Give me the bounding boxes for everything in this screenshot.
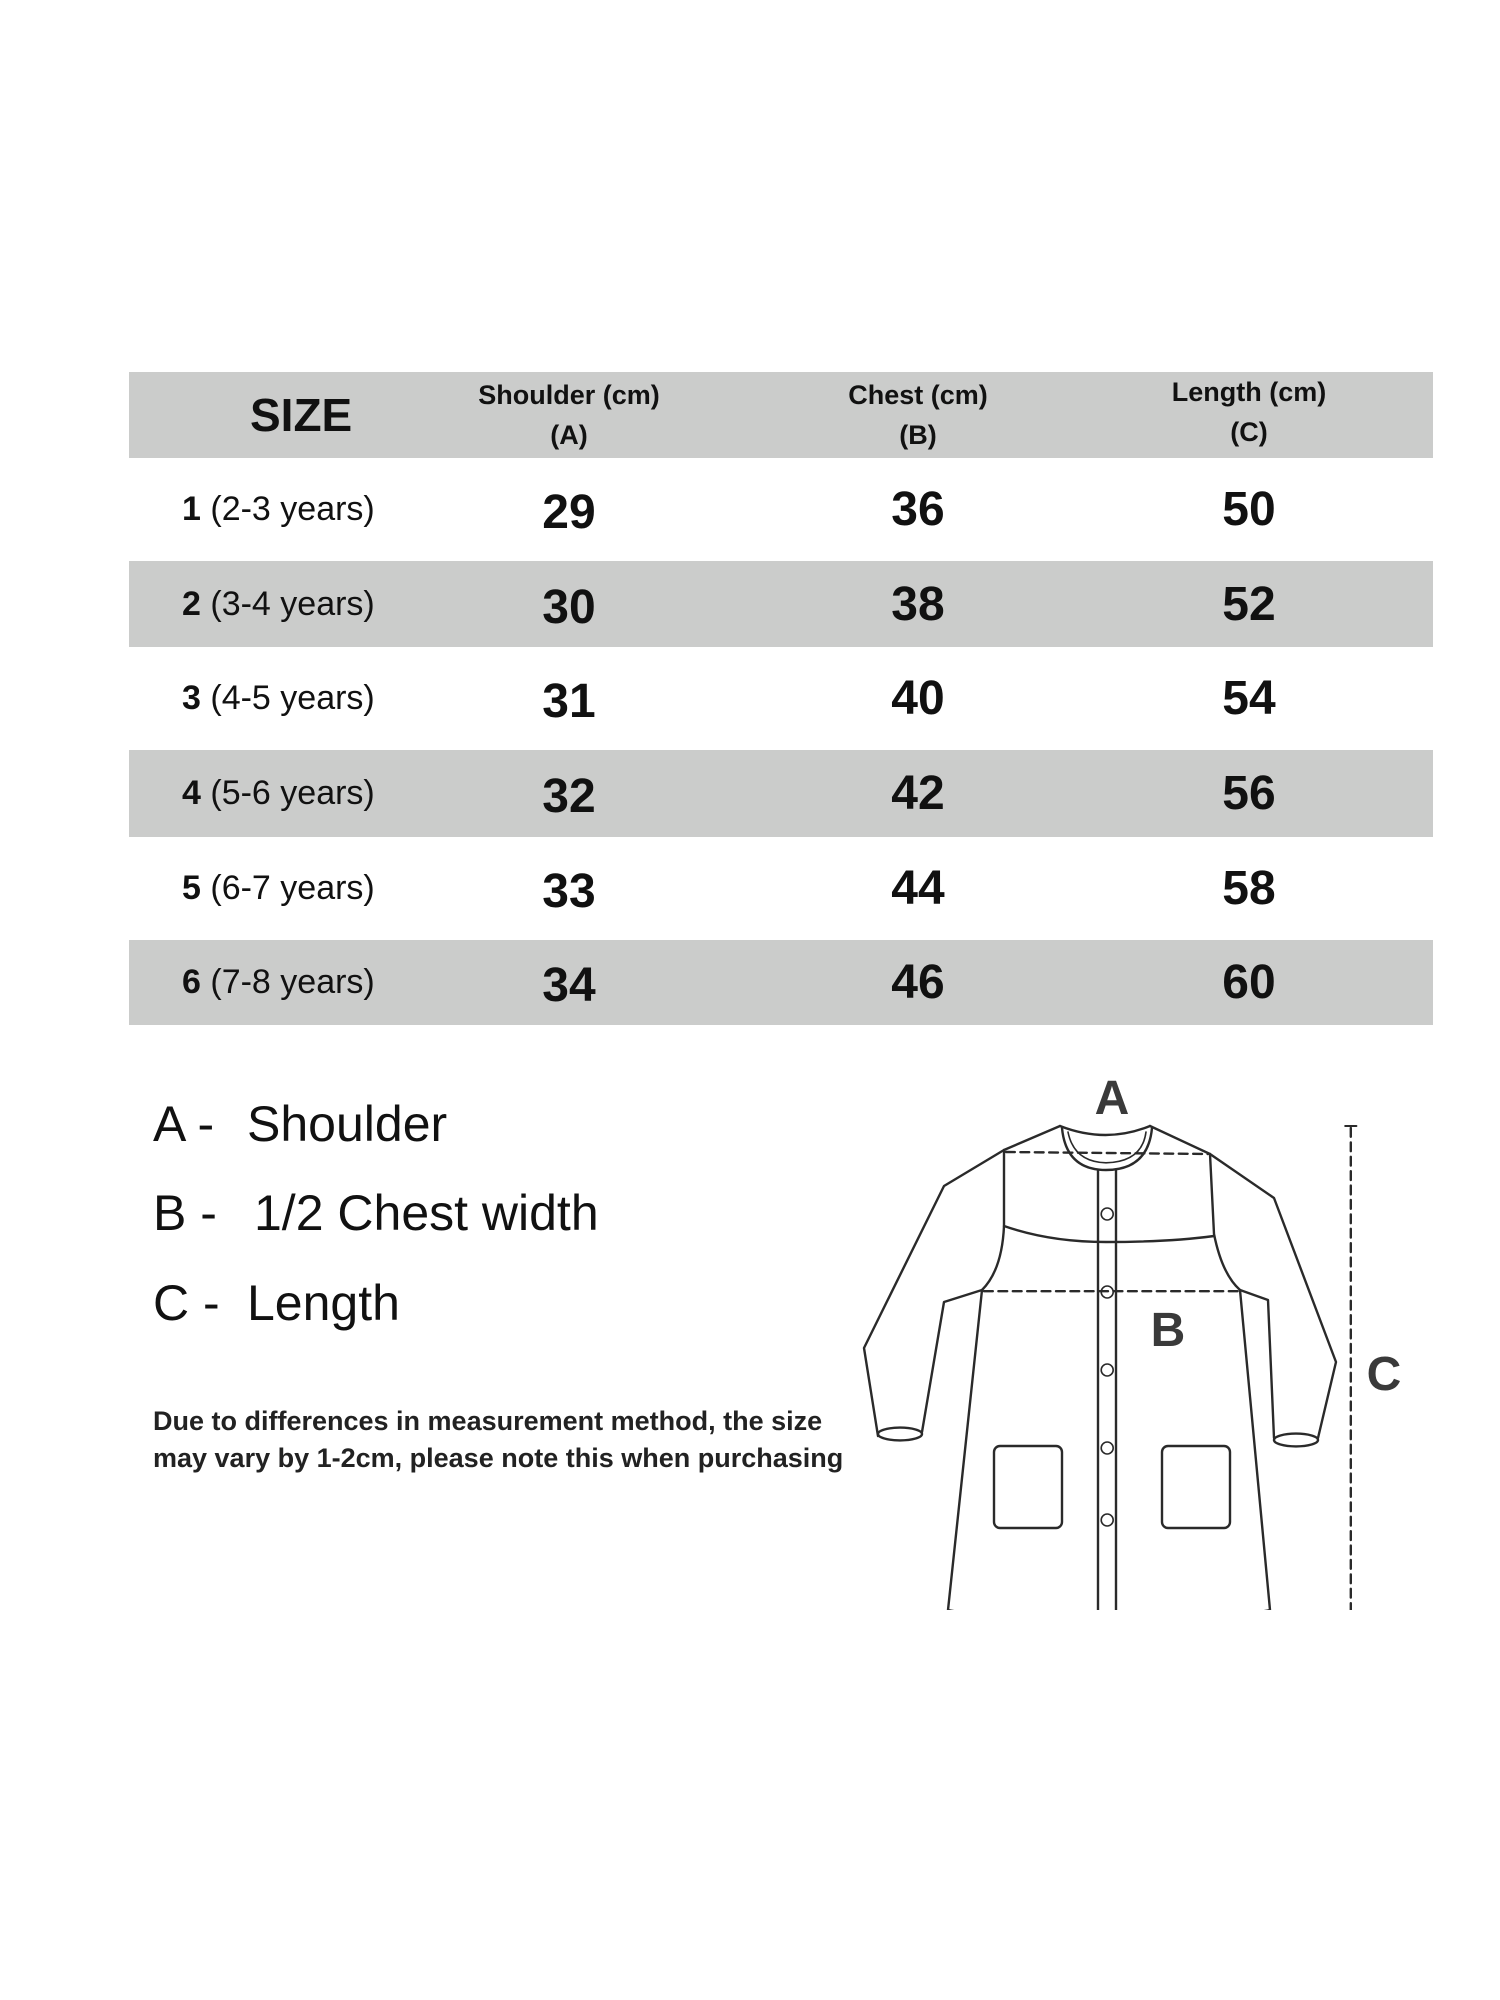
length-cell: 60 bbox=[1222, 956, 1276, 1009]
diagram-label-a: A bbox=[1095, 1072, 1130, 1125]
length-cell: 58 bbox=[1222, 862, 1276, 915]
size-number: 4 bbox=[182, 774, 201, 812]
legend-key: C - bbox=[153, 1275, 220, 1331]
table-row: 6 (7-8 years) 34 46 60 bbox=[129, 940, 1433, 1025]
length-end-caps bbox=[1344, 1125, 1358, 1127]
header-chest: Chest (cm) (B) bbox=[848, 375, 988, 455]
table-row: 1 (2-3 years) 29 36 50 bbox=[129, 458, 1433, 561]
shoulder-cell: 30 bbox=[542, 580, 596, 634]
size-number: 1 bbox=[182, 490, 201, 528]
size-cell: 1 (2-3 years) bbox=[182, 490, 375, 529]
chest-cell: 38 bbox=[891, 577, 945, 631]
header-size: SIZE bbox=[250, 389, 353, 441]
table-row: 3 (4-5 years) 31 40 54 bbox=[129, 647, 1433, 750]
legend-label: Length bbox=[247, 1275, 400, 1331]
length-cell: 54 bbox=[1222, 672, 1276, 725]
legend-a: A - Shoulder bbox=[153, 1095, 447, 1153]
chest-cell: 36 bbox=[891, 483, 945, 536]
size-age: (4-5 years) bbox=[210, 679, 375, 717]
shoulder-cell: 32 bbox=[542, 770, 596, 823]
size-age: (3-4 years) bbox=[210, 584, 375, 623]
diagram-label-c: C bbox=[1367, 1348, 1402, 1401]
legend-label: Shoulder bbox=[247, 1096, 448, 1152]
size-number: 5 bbox=[182, 869, 201, 907]
header-shoulder-sub: (A) bbox=[550, 420, 588, 450]
header-length-sub: (C) bbox=[1230, 417, 1268, 447]
table-row: 5 (6-7 years) 33 44 58 bbox=[129, 837, 1433, 940]
coat-measurement-diagram: A B C bbox=[862, 1072, 1402, 1610]
shoulder-measure-line bbox=[1004, 1150, 1210, 1156]
size-number: 2 bbox=[182, 584, 201, 623]
size-age: (5-6 years) bbox=[210, 774, 375, 812]
note-line-2: may vary by 1-2cm, please note this when… bbox=[153, 1443, 844, 1473]
note-line-1: Due to differences in measurement method… bbox=[153, 1406, 823, 1436]
size-number: 3 bbox=[182, 679, 201, 717]
header-length-label: Length (cm) bbox=[1171, 377, 1327, 407]
header-length: Length (cm) (C) bbox=[1172, 372, 1327, 452]
shoulder-cell: 31 bbox=[542, 675, 596, 728]
legend-b: B - 1/2 Chest width bbox=[153, 1184, 599, 1242]
chest-cell: 44 bbox=[891, 862, 945, 915]
shoulder-cell: 33 bbox=[542, 865, 596, 918]
size-number: 6 bbox=[182, 963, 201, 1001]
measurement-note: Due to differences in measurement method… bbox=[153, 1403, 843, 1477]
chest-cell: 40 bbox=[891, 672, 945, 725]
size-cell: 6 (7-8 years) bbox=[182, 963, 375, 1002]
coat-outline bbox=[862, 1124, 1338, 1610]
table-row: 4 (5-6 years) 32 42 56 bbox=[129, 750, 1433, 837]
legend-key: B - bbox=[153, 1185, 217, 1241]
header-chest-label: Chest (cm) bbox=[848, 380, 988, 410]
length-cell: 50 bbox=[1222, 483, 1276, 536]
diagram-label-b: B bbox=[1151, 1304, 1186, 1357]
size-cell: 3 (4-5 years) bbox=[182, 679, 375, 718]
size-cell: 5 (6-7 years) bbox=[182, 869, 375, 908]
legend-key: A - bbox=[153, 1096, 215, 1152]
table-header: SIZE Shoulder (cm) (A) Chest (cm) (B) Leng… bbox=[129, 372, 1433, 458]
size-age: (2-3 years) bbox=[210, 490, 375, 528]
legend-label: 1/2 Chest width bbox=[254, 1185, 599, 1241]
size-chart-table: SIZE Shoulder (cm) (A) Chest (cm) (B) Leng… bbox=[129, 372, 1433, 1025]
legend-c: C - Length bbox=[153, 1274, 400, 1332]
header-shoulder: Shoulder (cm) (A) bbox=[478, 375, 660, 455]
size-age: (6-7 years) bbox=[210, 869, 375, 907]
size-cell: 2 (3-4 years) bbox=[182, 585, 375, 624]
length-cell: 56 bbox=[1222, 767, 1276, 820]
size-cell: 4 (5-6 years) bbox=[182, 774, 375, 813]
size-age: (7-8 years) bbox=[210, 963, 375, 1001]
chest-cell: 46 bbox=[891, 956, 945, 1009]
header-chest-sub: (B) bbox=[899, 420, 937, 450]
shoulder-cell: 34 bbox=[542, 959, 596, 1012]
measurement-lines bbox=[982, 1126, 1352, 1610]
chest-cell: 42 bbox=[891, 767, 945, 820]
buttons bbox=[1100, 1207, 1114, 1527]
length-cell: 52 bbox=[1222, 577, 1276, 631]
shoulder-cell: 29 bbox=[542, 486, 596, 539]
table-row: 2 (3-4 years) 30 38 52 bbox=[129, 561, 1433, 647]
header-shoulder-label: Shoulder (cm) bbox=[478, 380, 660, 410]
